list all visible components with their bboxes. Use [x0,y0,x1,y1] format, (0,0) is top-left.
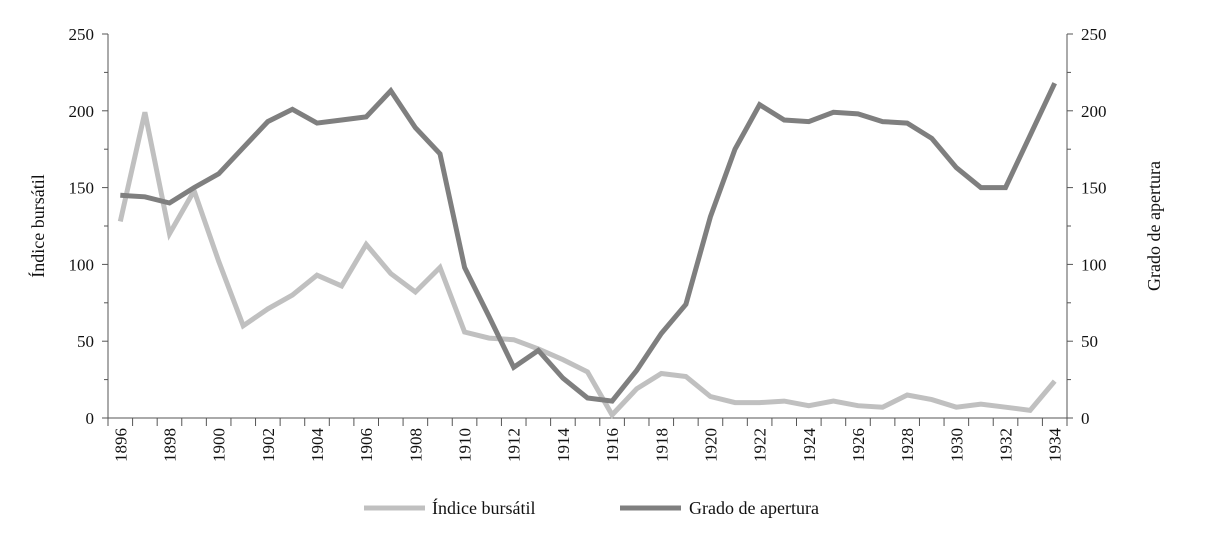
left-y-axis-title: Índice bursátil [27,174,48,277]
x-tick-label: 1916 [603,428,622,462]
x-tick-label: 1930 [947,428,966,462]
x-tick-label: 1934 [1046,428,1065,463]
x-tick-label: 1914 [554,428,573,463]
right-y-tick-label: 150 [1081,179,1107,198]
x-tick-label: 1898 [160,428,179,462]
left-y-tick-label: 100 [69,255,95,274]
series-line-1 [120,82,1057,404]
x-ticks: 1896 1898 1900 1902 1904 1906 1908 1910 1912 1914… [107,418,1068,463]
right-y-tick-label: 250 [1081,25,1107,44]
x-tick-label: 1932 [997,428,1016,462]
x-tick-label: 1904 [308,428,327,463]
right-y-tick-label: 100 [1081,255,1107,274]
series-line-0 [117,111,1057,420]
x-tick-label: 1910 [456,428,475,462]
legend: Índice bursátil Grado de apertura [364,497,819,518]
right-y-tick-label: 200 [1081,102,1107,121]
series-layer [117,82,1057,420]
x-tick-label: 1926 [849,428,868,462]
legend-label-indice-bursatil: Índice bursátil [432,497,535,518]
left-y-tick-label: 150 [69,179,95,198]
right-y-ticks: 0 50 100 150 200 250 [1067,25,1107,428]
x-tick-label: 1918 [652,428,671,462]
right-y-tick-label: 50 [1081,332,1098,351]
left-y-tick-label: 50 [77,332,94,351]
x-tick-label: 1906 [357,428,376,462]
left-y-tick-label: 200 [69,102,95,121]
left-y-tick-label: 250 [69,25,95,44]
left-y-ticks: 0 50 100 150 200 250 [69,25,108,428]
axes [107,34,1068,419]
x-tick-label: 1902 [259,428,278,462]
x-tick-label: 1912 [505,428,524,462]
x-tick-label: 1922 [751,428,770,462]
x-tick-label: 1924 [800,428,819,463]
left-y-tick-label: 0 [86,409,95,428]
x-tick-label: 1920 [701,428,720,462]
right-y-tick-label: 0 [1081,409,1090,428]
legend-label-grado-de-apertura: Grado de apertura [689,498,819,518]
x-tick-label: 1928 [898,428,917,462]
x-tick-label: 1900 [210,428,229,462]
x-tick-label: 1908 [406,428,425,462]
x-tick-label: 1896 [111,428,130,462]
right-y-axis-title: Grado de apertura [1144,161,1164,291]
